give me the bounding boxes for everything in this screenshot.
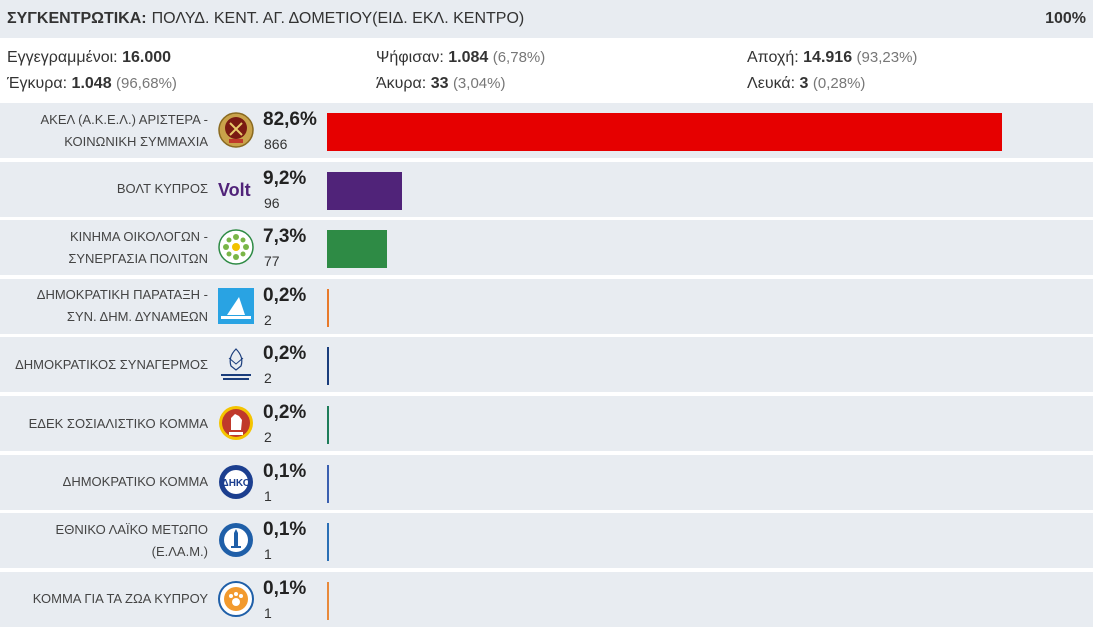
ecologists-logo-icon — [217, 227, 255, 267]
party-name-line2: ΣΥΝ. ΔΗΜ. ΔΥΝΑΜΕΩΝ — [66, 309, 208, 325]
party-name: ΕΘΝΙΚΟ ΛΑΪΚΟ ΜΕΤΩΠΟ (Ε.ΛΑ.Μ.) — [0, 513, 210, 568]
party-percent: 82,6% — [263, 109, 317, 130]
party-votes: 77 — [264, 253, 280, 270]
party-votes: 1 — [264, 604, 272, 621]
dipa-logo-icon — [217, 286, 255, 326]
party-percent: 9,2% — [263, 167, 307, 189]
party-name-line1: ΕΔΕΚ ΣΟΣΙΑΛΙΣΤΙΚΟ ΚΟΜΜΑ — [28, 415, 208, 431]
party-percent: 0,2% — [263, 284, 307, 306]
party-name-line1: ΔΗΜΟΚΡΑΤΙΚΟ ΚΟΜΜΑ — [62, 474, 208, 490]
party-row: ΔΗΜΟΚΡΑΤΙΚΟΣ ΣΥΝΑΓΕΡΜΟΣ 0,2% 2 — [0, 337, 1093, 393]
header-label: ΣΥΓΚΕΝΤΡΩΤΙΚΑ: — [7, 10, 147, 27]
voted-stat: Ψήφισαν: 1.084 (6,78%) — [376, 49, 546, 66]
party-name-line1: ΕΘΝΙΚΟ ΛΑΪΚΟ ΜΕΤΩΠΟ — [55, 521, 208, 537]
party-name-line1: ΚΟΜΜΑ ΓΙΑ ΤΑ ΖΩΑ ΚΥΠΡΟΥ — [32, 591, 208, 607]
party-result-bar — [327, 113, 1002, 151]
party-row: ΕΔΕΚ ΣΟΣΙΑΛΙΣΤΙΚΟ ΚΟΜΜΑ 0,2% 2 — [0, 396, 1093, 451]
party-row: ΕΘΝΙΚΟ ΛΑΪΚΟ ΜΕΤΩΠΟ (Ε.ΛΑ.Μ.) 0,1% 1 — [0, 513, 1093, 569]
party-row: ΔΗΜΟΚΡΑΤΙΚΟ ΚΟΜΜΑ ΔΗΚΟ 0,1% 1 — [0, 454, 1093, 510]
party-name-line1: ΔΗΜΟΚΡΑΤΙΚΟΣ ΣΥΝΑΓΕΡΜΟΣ — [15, 356, 208, 372]
party-name: ΚΙΝΗΜΑ ΟΙΚΟΛΟΓΩΝ - ΣΥΝΕΡΓΑΣΙΑ ΠΟΛΙΤΩΝ — [0, 220, 210, 275]
party-name-line1: ΔΗΜΟΚΡΑΤΙΚΗ ΠΑΡΑΤΑΞΗ - — [36, 287, 208, 303]
party-name-line1: ΒΟΛΤ ΚΥΠΡΟΣ — [116, 181, 208, 197]
party-percent: 0,2% — [263, 402, 307, 423]
diko-logo-icon: ΔΗΚΟ — [217, 462, 255, 502]
party-name: ΔΗΜΟΚΡΑΤΙΚΟ ΚΟΜΜΑ — [0, 455, 210, 510]
party-name: ΕΔΕΚ ΣΟΣΙΑΛΙΣΤΙΚΟ ΚΟΜΜΑ — [0, 396, 210, 451]
party-name: ΑΚΕΛ (Α.Κ.Ε.Λ.) ΑΡΙΣΤΕΡΑ - ΚΟΙΝΩΝΙΚΗ ΣΥΜΜ… — [0, 103, 210, 158]
party-row: ΚΟΜΜΑ ΓΙΑ ΤΑ ΖΩΑ ΚΥΠΡΟΥ 0,1% 1 — [0, 571, 1093, 627]
party-votes: 2 — [264, 429, 272, 445]
polling-station-name: ΠΟΛΥΔ. ΚΕΝΤ. ΑΓ. ΔΟΜΕΤΙΟΥ(ΕΙΔ. ΕΚΛ. ΚΕΝΤ… — [151, 10, 525, 27]
party-votes: 2 — [264, 311, 272, 328]
party-result-bar — [327, 406, 329, 444]
party-percent: 0,1% — [263, 577, 307, 599]
party-votes: 866 — [264, 136, 288, 152]
party-name-line2: ΚΟΙΝΩΝΙΚΗ ΣΥΜΜΑΧΙΑ — [64, 133, 208, 149]
registered-stat: Εγγεγραμμένοι: 16.000 — [7, 49, 172, 66]
abstention-stat: Αποχή: 14.916 (93,23%) — [747, 49, 918, 66]
party-votes: 1 — [264, 487, 272, 504]
party-result-bar — [327, 523, 329, 562]
akel-logo-icon — [217, 110, 255, 150]
party-percent: 0,2% — [263, 343, 307, 365]
party-name-line2: ΣΥΝΕΡΓΑΣΙΑ ΠΟΛΙΤΩΝ — [68, 250, 208, 266]
party-name: ΒΟΛΤ ΚΥΠΡΟΣ — [0, 162, 210, 217]
blank-stat: Λευκά: 3 (0,28%) — [747, 75, 866, 92]
svg-text:Volt: Volt — [218, 180, 251, 200]
party-row: ΑΚΕΛ (Α.Κ.Ε.Λ.) ΑΡΙΣΤΕΡΑ - ΚΟΙΝΩΝΙΚΗ ΣΥΜΜ… — [0, 103, 1093, 158]
party-name: ΚΟΜΜΑ ΓΙΑ ΤΑ ΖΩΑ ΚΥΠΡΟΥ — [0, 572, 210, 627]
party-votes: 2 — [264, 370, 272, 387]
animal-party-logo-icon — [217, 579, 255, 619]
party-percent: 0,1% — [263, 519, 307, 541]
party-row: ΔΗΜΟΚΡΑΤΙΚΗ ΠΑΡΑΤΑΞΗ - ΣΥΝ. ΔΗΜ. ΔΥΝΑΜΕΩΝ… — [0, 278, 1093, 334]
results-header: ΣΥΓΚΕΝΤΡΩΤΙΚΑ: ΠΟΛΥΔ. ΚΕΝΤ. ΑΓ. ΔΟΜΕΤΙΟΥ… — [0, 0, 1093, 38]
volt-logo-icon: Volt — [217, 169, 255, 209]
invalid-stat: Άκυρα: 33 (3,04%) — [376, 75, 506, 92]
party-votes: 96 — [264, 194, 280, 211]
counted-percent: 100% — [1045, 10, 1086, 27]
turnout-stats: Εγγεγραμμένοι: 16.000 Ψήφισαν: 1.084 (6,… — [0, 38, 1093, 100]
party-votes: 1 — [264, 546, 272, 563]
party-name-line1: ΑΚΕΛ (Α.Κ.Ε.Λ.) ΑΡΙΣΤΕΡΑ - — [40, 111, 209, 127]
party-result-bar — [327, 464, 329, 503]
party-name-line1: ΚΙΝΗΜΑ ΟΙΚΟΛΟΓΩΝ - — [69, 228, 208, 244]
party-result-bar — [327, 581, 329, 620]
party-name-line2: (Ε.ΛΑ.Μ.) — [151, 543, 208, 559]
party-name: ΔΗΜΟΚΡΑΤΙΚΗ ΠΑΡΑΤΑΞΗ - ΣΥΝ. ΔΗΜ. ΔΥΝΑΜΕΩΝ — [0, 279, 210, 334]
elam-logo-icon — [217, 520, 255, 560]
disy-logo-icon — [217, 344, 255, 384]
party-row: ΚΙΝΗΜΑ ΟΙΚΟΛΟΓΩΝ - ΣΥΝΕΡΓΑΣΙΑ ΠΟΛΙΤΩΝ 7,3%… — [0, 220, 1093, 276]
party-result-bar — [327, 171, 403, 210]
party-result-bar — [327, 347, 329, 386]
edek-logo-icon — [217, 403, 255, 443]
svg-text:ΔΗΚΟ: ΔΗΚΟ — [222, 478, 251, 489]
party-name: ΔΗΜΟΚΡΑΤΙΚΟΣ ΣΥΝΑΓΕΡΜΟΣ — [0, 337, 210, 392]
party-percent: 0,1% — [263, 460, 307, 482]
party-result-bar — [327, 288, 329, 327]
party-percent: 7,3% — [263, 226, 307, 248]
party-result-bar — [327, 230, 387, 269]
valid-stat: Έγκυρα: 1.048 (96,68%) — [7, 75, 177, 92]
party-row: ΒΟΛΤ ΚΥΠΡΟΣ Volt 9,2% 96 — [0, 161, 1093, 217]
